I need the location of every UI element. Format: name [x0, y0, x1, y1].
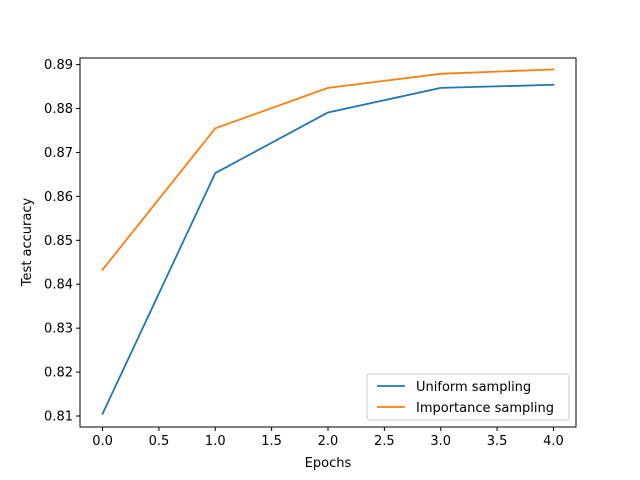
y-tick-label: 0.88 [44, 102, 73, 117]
x-tick-label: 3.0 [430, 434, 451, 449]
x-tick-label: 0.5 [149, 434, 170, 449]
x-axis-label: Epochs [305, 456, 352, 471]
x-tick-label: 4.0 [543, 434, 564, 449]
legend-label-importance: Importance sampling [416, 401, 554, 416]
x-tick-label: 1.5 [261, 434, 282, 449]
x-tick-label: 3.5 [487, 434, 508, 449]
y-tick-label: 0.86 [44, 190, 73, 205]
y-axis-ticks: 0.81 0.82 0.83 0.84 0.85 0.86 0.87 0.88 0.89 [44, 58, 80, 425]
plot-lines [101, 68, 555, 416]
x-tick-label: 1.0 [205, 434, 226, 449]
y-axis-label: Test accuracy [20, 198, 35, 288]
series-line-uniform [101, 83, 555, 416]
series-line-importance [101, 68, 555, 272]
x-tick-label: 0.0 [92, 434, 113, 449]
y-tick-label: 0.84 [44, 278, 73, 293]
y-tick-label: 0.89 [44, 58, 73, 73]
legend-box [366, 373, 570, 421]
legend-label-uniform: Uniform sampling [416, 380, 531, 395]
x-tick-label: 2.5 [374, 434, 395, 449]
x-axis-ticks: 0.0 0.5 1.0 1.5 2.0 2.5 3.0 3.5 4.0 [92, 427, 564, 449]
x-tick-label: 2.0 [318, 434, 339, 449]
y-tick-label: 0.81 [44, 410, 73, 425]
legend: Uniform sampling Importance sampling [366, 373, 570, 421]
y-tick-label: 0.85 [44, 234, 73, 249]
y-tick-label: 0.82 [44, 366, 73, 381]
y-tick-label: 0.83 [44, 322, 73, 337]
y-tick-label: 0.87 [44, 146, 73, 161]
